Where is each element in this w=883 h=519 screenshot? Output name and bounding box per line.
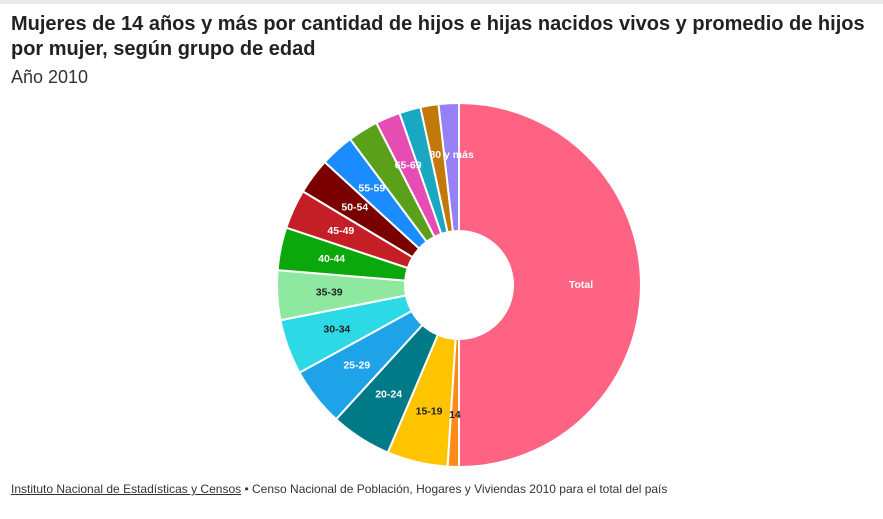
slice-label-50-54: 50-54 (341, 201, 368, 213)
slice-label-55-59: 55-59 (358, 183, 385, 195)
donut-slices (276, 101, 642, 469)
slice-label-80-y-m-s: 80 y más (429, 149, 474, 161)
slice-label-total: Total (569, 279, 593, 291)
source-link[interactable]: Instituto Nacional de Estadísticas y Cen… (11, 482, 242, 496)
footer-separator: • (241, 482, 252, 496)
source-footer: Instituto Nacional de Estadísticas y Cen… (11, 482, 667, 496)
top-rule (0, 0, 883, 4)
slice-label-40-44: 40-44 (318, 253, 345, 265)
donut-chart: Total 14 15-19 20-24 25-29 30-34 35-39 40-44 45-… (276, 101, 642, 469)
slice-label-15-19: 15-19 (416, 406, 443, 418)
slice-label-14: 14 (449, 409, 461, 421)
slice-label-35-39: 35-39 (316, 286, 343, 298)
slice-label-20-24: 20-24 (375, 388, 402, 400)
donut-labels: Total 14 15-19 20-24 25-29 30-34 35-39 40-44 45-… (316, 149, 593, 421)
slice-label-30-34: 30-34 (323, 323, 350, 335)
chart-title: Mujeres de 14 años y más por cantidad de… (11, 13, 865, 60)
slice-80-y-m-s[interactable] (437, 101, 460, 233)
source-text: Censo Nacional de Población, Hogares y V… (252, 482, 668, 496)
chart-subtitle: Año 2010 (11, 67, 89, 87)
slice-label-25-29: 25-29 (343, 359, 370, 371)
slice-label-65-69: 65-69 (395, 159, 422, 171)
slice-total[interactable] (458, 101, 642, 469)
slice-label-45-49: 45-49 (327, 225, 354, 237)
